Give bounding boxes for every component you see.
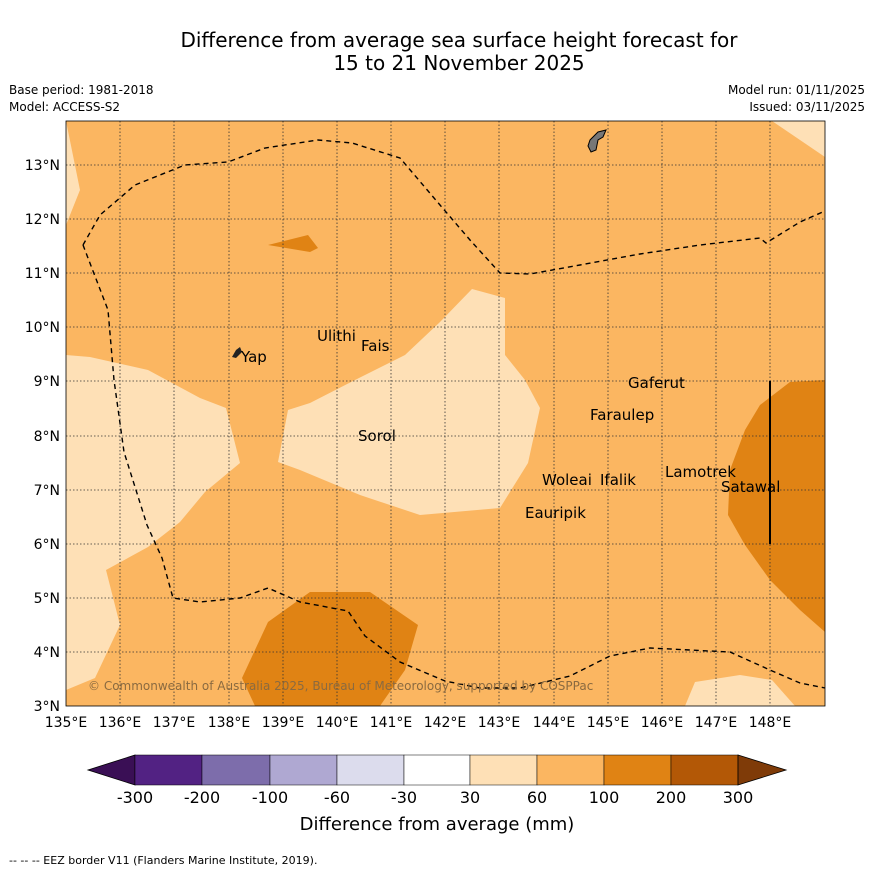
place-label: Yap: [240, 348, 267, 366]
colorbar-tick-label: -300: [117, 788, 153, 807]
colorbar-segment: [403, 754, 471, 786]
lat-tick-label: 4°N: [34, 645, 60, 661]
light-region-corner-nw: [66, 121, 80, 225]
lat-tick-label: 3°N: [34, 699, 60, 715]
colorbar-tick-label: 60: [527, 788, 547, 807]
chart-title-line1: Difference from average sea surface heig…: [180, 28, 738, 52]
colorbar-tick-label: -200: [184, 788, 220, 807]
contour-field: [66, 121, 825, 706]
place-labels: Ulithi Fais Yap Gaferut Faraulep Sorol W…: [240, 327, 780, 522]
colorbar-tick-label: 100: [589, 788, 620, 807]
eez-footnote: -- -- -- EEZ border V11 (Flanders Marine…: [9, 854, 318, 867]
lon-tick-label: 141°E: [370, 715, 413, 731]
eez-border-west: [82, 244, 826, 689]
dark-region-south: [242, 592, 418, 706]
base-period: Base period: 1981-2018: [9, 83, 154, 97]
place-label: Sorol: [358, 427, 396, 445]
place-label: Fais: [361, 337, 390, 355]
colorbar-tick-label: -100: [252, 788, 288, 807]
lon-tick-label: 144°E: [533, 715, 576, 731]
place-label: Satawal: [721, 478, 780, 496]
chart-title-line2: 15 to 21 November 2025: [333, 51, 585, 75]
lon-tick-label: 135°E: [45, 715, 88, 731]
lat-tick-label: 9°N: [34, 374, 60, 390]
place-label: Ifalik: [600, 471, 636, 489]
eez-borders: [82, 139, 826, 689]
lon-tick-label: 143°E: [478, 715, 521, 731]
plot-frame: [65, 120, 826, 707]
lat-tick-label: 13°N: [25, 158, 60, 174]
place-label: Gaferut: [628, 374, 685, 392]
lon-tick-label: 138°E: [208, 715, 251, 731]
lon-tick-labels: 135°E 136°E 137°E 138°E 139°E 140°E 141°…: [45, 715, 792, 731]
lon-tick-label: 140°E: [316, 715, 359, 731]
colorbar-tick-labels: -300 -200 -100 -60 -30 30 60 100 200 300: [117, 788, 753, 807]
colorbar-extend-low: [86, 754, 136, 786]
lat-tick-label: 7°N: [34, 483, 60, 499]
dark-region-east: [728, 380, 825, 632]
colorbar-extend-high: [737, 754, 788, 786]
colorbar-tick-label: -30: [391, 788, 417, 807]
lat-tick-label: 10°N: [25, 320, 60, 336]
lat-tick-label: 5°N: [34, 591, 60, 607]
place-label: Lamotrek: [665, 463, 736, 481]
lat-tick-label: 6°N: [34, 537, 60, 553]
lon-tick-label: 142°E: [424, 715, 467, 731]
colorbar-segment: [201, 754, 271, 786]
eez-border-north: [82, 139, 826, 275]
colorbar-segment: [603, 754, 672, 786]
lon-tick-label: 147°E: [695, 715, 738, 731]
colorbar-tick-label: -60: [324, 788, 350, 807]
lon-tick-label: 139°E: [262, 715, 305, 731]
colorbar-segment: [536, 754, 605, 786]
island-guam: [587, 129, 607, 153]
lat-tick-label: 8°N: [34, 429, 60, 445]
copyright-text: © Commonwealth of Australia 2025, Bureau…: [88, 679, 593, 693]
model-run: Model run: 01/11/2025: [727, 83, 865, 97]
colorbar-segment: [134, 754, 203, 786]
colorbar-label: Difference from average (mm): [300, 814, 575, 835]
island-yap: [232, 347, 242, 358]
lat-tick-labels: 3°N 4°N 5°N 6°N 7°N 8°N 9°N 10°N 11°N 12…: [25, 158, 60, 715]
light-region-se: [685, 675, 795, 706]
colorbar-tick-label: 300: [723, 788, 754, 807]
place-label: Eauripik: [525, 504, 586, 522]
lon-tick-label: 145°E: [587, 715, 630, 731]
colorbar-segment: [336, 754, 405, 786]
light-region-west: [66, 355, 240, 690]
lat-tick-label: 11°N: [25, 266, 60, 282]
lon-tick-label: 146°E: [641, 715, 684, 731]
colorbar: [86, 754, 788, 786]
lat-tick-label: 12°N: [25, 212, 60, 228]
lon-tick-label: 148°E: [749, 715, 792, 731]
colorbar-tick-label: 30: [460, 788, 480, 807]
place-label: Ulithi: [317, 327, 356, 345]
lon-tick-label: 136°E: [99, 715, 142, 731]
colorbar-segment: [469, 754, 538, 786]
place-label: Woleai: [542, 471, 592, 489]
issued-date: Issued: 03/11/2025: [749, 100, 865, 114]
model-name: Model: ACCESS-S2: [9, 100, 121, 114]
place-label: Faraulep: [590, 406, 654, 424]
dark-region-north: [268, 235, 318, 252]
colorbar-tick-label: 200: [656, 788, 687, 807]
grid-lines: [66, 121, 825, 706]
colorbar-segment: [269, 754, 338, 786]
lon-tick-label: 137°E: [153, 715, 196, 731]
colorbar-segment: [670, 754, 739, 786]
light-region-central: [278, 289, 540, 515]
light-region-ne: [772, 121, 825, 157]
